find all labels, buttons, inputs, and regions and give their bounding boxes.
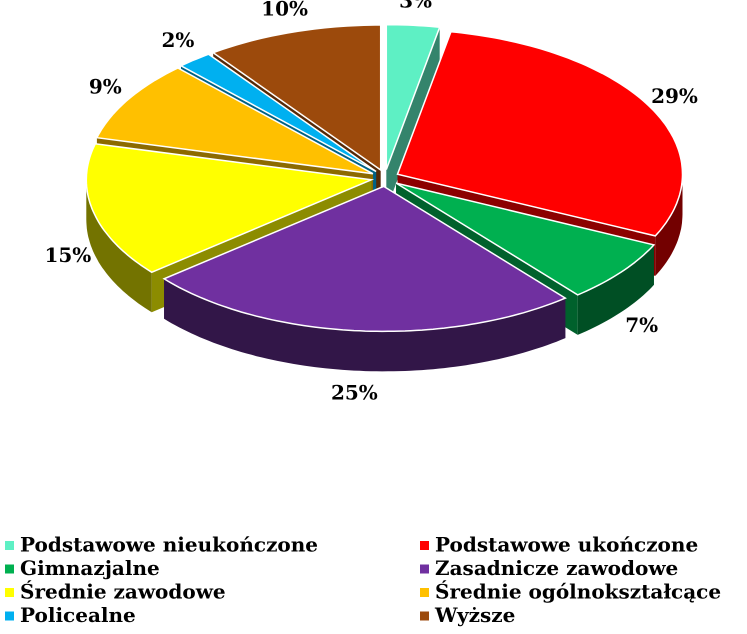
data-label: 3% (399, 0, 432, 12)
slice-wall (577, 244, 654, 335)
legend-swatch (420, 541, 429, 550)
legend-label: Podstawowe nieukończone (20, 533, 318, 557)
legend-label: Gimnazjalne (20, 556, 160, 580)
data-label: 25% (331, 381, 378, 405)
legend-swatch (5, 611, 14, 621)
slice-wall (655, 174, 683, 276)
legend-label: Średnie ogólnokształcące (435, 579, 721, 604)
slice (95, 67, 374, 175)
data-label: 7% (625, 313, 658, 337)
legend-label: Wyższe (434, 603, 515, 627)
legend-swatch (420, 611, 429, 621)
legend-label: Podstawowe ukończone (435, 533, 698, 557)
data-label: 9% (89, 75, 122, 99)
data-label: 29% (651, 84, 698, 108)
legend-label: Zasadnicze zawodowe (435, 556, 678, 580)
legend-swatch (5, 588, 14, 597)
data-label: 15% (44, 243, 91, 267)
data-label: 2% (161, 28, 194, 52)
legend-swatch (420, 588, 429, 597)
slice (395, 182, 656, 296)
legend-swatch (420, 564, 429, 574)
slice (385, 23, 441, 170)
legend-label: Policealne (20, 603, 136, 627)
legend-swatch (5, 564, 14, 574)
legend-label: Średnie zawodowe (20, 579, 226, 604)
slice-wall (164, 278, 566, 372)
slice (396, 31, 684, 237)
pie-tops (85, 23, 684, 333)
legend-swatch (5, 541, 14, 550)
legend: Podstawowe nieukończone Podstawowe ukończ… (5, 533, 721, 627)
slice (211, 24, 382, 172)
slice (179, 53, 377, 173)
slice (162, 185, 567, 333)
slice-edge (386, 27, 440, 210)
data-label: 10% (261, 0, 308, 20)
slice-wall (86, 179, 152, 313)
data-labels: 3% 29% 7% 25% 15% 9% 2% 10% (44, 0, 697, 405)
slice (85, 142, 375, 274)
